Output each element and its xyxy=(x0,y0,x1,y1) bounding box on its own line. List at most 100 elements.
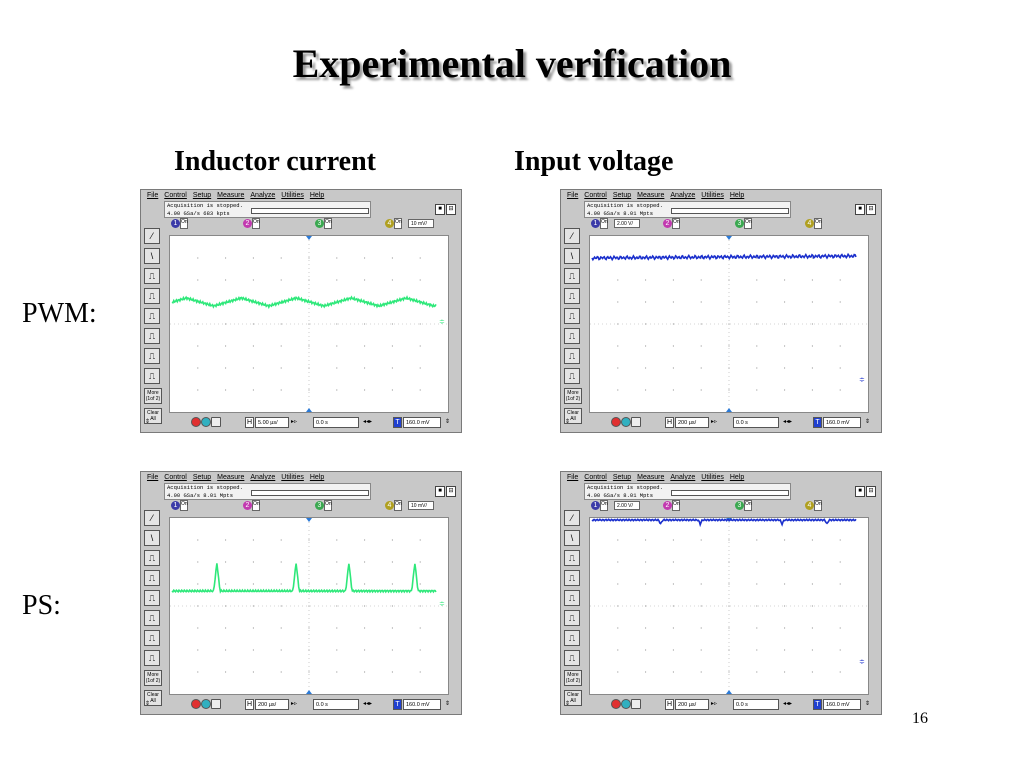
trigger-mode-icon[interactable]: ⎍ xyxy=(144,590,160,606)
trigger-mode-icon[interactable]: ⎍ xyxy=(144,550,160,566)
trigger-mode-icon[interactable]: ⁄ xyxy=(144,228,160,244)
menu-control[interactable]: Control xyxy=(584,192,607,199)
trigger-adjust-icon[interactable]: ⇕ xyxy=(865,419,871,425)
more-button[interactable]: More (1of 2) xyxy=(144,388,162,404)
channel-3-control[interactable]: 3 On xyxy=(315,500,332,512)
channel-3-control[interactable]: 3 On xyxy=(735,500,752,512)
channel-2-control[interactable]: 2 On xyxy=(663,500,680,512)
menu-control[interactable]: Control xyxy=(584,474,607,481)
trigger-mode-icon[interactable]: ⎍ xyxy=(144,650,160,666)
menu-analyze[interactable]: Analyze xyxy=(250,474,276,481)
channel-1-control[interactable]: 1 On xyxy=(171,500,188,512)
single-button[interactable]: ⊟ xyxy=(866,486,876,497)
menu-utilities[interactable]: Utilities xyxy=(281,192,304,199)
trigger-mode-icon[interactable]: ⎍ xyxy=(144,268,160,284)
trigger-level-field[interactable]: 160.0 mV xyxy=(823,417,861,428)
timebase-adjust-icon[interactable]: ▸▹ xyxy=(291,701,298,707)
trigger-adjust-icon[interactable]: ⇕ xyxy=(445,701,451,707)
trigger-mode-icon[interactable]: \ xyxy=(564,248,580,264)
trigger-mode-icon[interactable]: ⎍ xyxy=(564,610,580,626)
delay-adjust-icon[interactable]: ◂◂▸ xyxy=(783,701,793,707)
trigger-mode-icon[interactable]: ⎍ xyxy=(564,570,580,586)
channel-on-toggle[interactable]: On xyxy=(600,218,608,229)
menu-help[interactable]: Help xyxy=(309,192,325,199)
menu-control[interactable]: Control xyxy=(164,474,187,481)
trigger-mode-icon[interactable]: ⁄ xyxy=(564,510,580,526)
trigger-mode-icon[interactable]: ⎍ xyxy=(144,328,160,344)
channel-4-control[interactable]: 4 On xyxy=(805,218,822,230)
channel-2-control[interactable]: 2 On xyxy=(243,500,260,512)
autoscale-icon[interactable] xyxy=(621,699,631,709)
channel-on-toggle[interactable]: On xyxy=(814,500,822,511)
stop-button[interactable]: ■ xyxy=(435,204,445,215)
channel-2-control[interactable]: 2 On xyxy=(243,218,260,230)
channel-scale-field[interactable]: 2.00 V/ xyxy=(614,501,640,510)
menu-setup[interactable]: Setup xyxy=(612,192,632,199)
stop-button[interactable]: ■ xyxy=(855,204,865,215)
delay-field[interactable]: 0.0 s xyxy=(313,417,359,428)
channel-on-toggle[interactable]: On xyxy=(324,218,332,229)
channel-on-toggle[interactable]: On xyxy=(672,500,680,511)
clear-all-button[interactable]: Clear All xyxy=(144,690,162,706)
channel-3-control[interactable]: 3 On xyxy=(315,218,332,230)
menu-help[interactable]: Help xyxy=(729,192,745,199)
record-icon[interactable] xyxy=(191,417,201,427)
trigger-level-field[interactable]: 160.0 mV xyxy=(823,699,861,710)
autoscale-icon[interactable] xyxy=(621,417,631,427)
channel-on-toggle[interactable]: On xyxy=(672,218,680,229)
trigger-mode-icon[interactable]: ⎍ xyxy=(564,328,580,344)
menu-utilities[interactable]: Utilities xyxy=(701,192,724,199)
menu-help[interactable]: Help xyxy=(309,474,325,481)
trigger-adjust-icon[interactable]: ⇕ xyxy=(445,419,451,425)
trigger-mode-icon[interactable]: ⎍ xyxy=(564,590,580,606)
menu-file[interactable]: File xyxy=(567,192,579,199)
channel-4-control[interactable]: 4 On 10 mV/ xyxy=(385,500,434,512)
trigger-mode-icon[interactable]: ⎍ xyxy=(564,288,580,304)
channel-2-control[interactable]: 2 On xyxy=(663,218,680,230)
timebase-adjust-icon[interactable]: ▸▹ xyxy=(711,419,718,425)
menu-measure[interactable]: Measure xyxy=(217,474,245,481)
timebase-field[interactable]: 5.00 µs/ xyxy=(255,417,289,428)
channel-1-control[interactable]: 1 On xyxy=(171,218,188,230)
autoscale-icon[interactable] xyxy=(201,699,211,709)
menu-utilities[interactable]: Utilities xyxy=(701,474,724,481)
scroll-arrow-icon[interactable]: ⇕ xyxy=(145,419,151,425)
trigger-mode-icon[interactable]: ⎍ xyxy=(144,308,160,324)
menu-measure[interactable]: Measure xyxy=(637,192,665,199)
timebase-field[interactable]: 200 µs/ xyxy=(675,417,709,428)
trigger-mode-icon[interactable]: ⎍ xyxy=(564,630,580,646)
channel-on-toggle[interactable]: On xyxy=(252,218,260,229)
menu-utilities[interactable]: Utilities xyxy=(281,474,304,481)
timebase-field[interactable]: 200 µs/ xyxy=(675,699,709,710)
trigger-mode-icon[interactable]: \ xyxy=(144,248,160,264)
trigger-mode-icon[interactable]: ⎍ xyxy=(144,348,160,364)
single-button[interactable]: ⊟ xyxy=(866,204,876,215)
menu-measure[interactable]: Measure xyxy=(637,474,665,481)
more-button[interactable]: More (1of 2) xyxy=(144,670,162,686)
menu-file[interactable]: File xyxy=(147,474,159,481)
trigger-mode-icon[interactable]: ⎍ xyxy=(564,348,580,364)
more-button[interactable]: More (1of 2) xyxy=(564,388,582,404)
scroll-arrow-icon[interactable]: ⇕ xyxy=(145,701,151,707)
channel-on-toggle[interactable]: On xyxy=(324,500,332,511)
delay-field[interactable]: 0.0 s xyxy=(733,417,779,428)
autoscale-icon[interactable] xyxy=(201,417,211,427)
channel-4-control[interactable]: 4 On xyxy=(805,500,822,512)
timebase-field[interactable]: 200 µs/ xyxy=(255,699,289,710)
channel-on-toggle[interactable]: On xyxy=(252,500,260,511)
channel-on-toggle[interactable]: On xyxy=(744,218,752,229)
channel-on-toggle[interactable]: On xyxy=(814,218,822,229)
clear-all-button[interactable]: Clear All xyxy=(564,408,582,424)
trigger-adjust-icon[interactable]: ⇕ xyxy=(865,701,871,707)
clear-all-button[interactable]: Clear All xyxy=(564,690,582,706)
channel-1-control[interactable]: 1 On 2.00 V/ xyxy=(591,500,640,512)
channel-on-toggle[interactable]: On xyxy=(394,218,402,229)
display-mode-icon[interactable] xyxy=(631,699,641,709)
trigger-mode-icon[interactable]: ⎍ xyxy=(564,550,580,566)
channel-1-control[interactable]: 1 On 2.00 V/ xyxy=(591,218,640,230)
record-icon[interactable] xyxy=(611,417,621,427)
menu-control[interactable]: Control xyxy=(164,192,187,199)
channel-4-control[interactable]: 4 On 10 mV/ xyxy=(385,218,434,230)
channel-on-toggle[interactable]: On xyxy=(394,500,402,511)
delay-field[interactable]: 0.0 s xyxy=(733,699,779,710)
